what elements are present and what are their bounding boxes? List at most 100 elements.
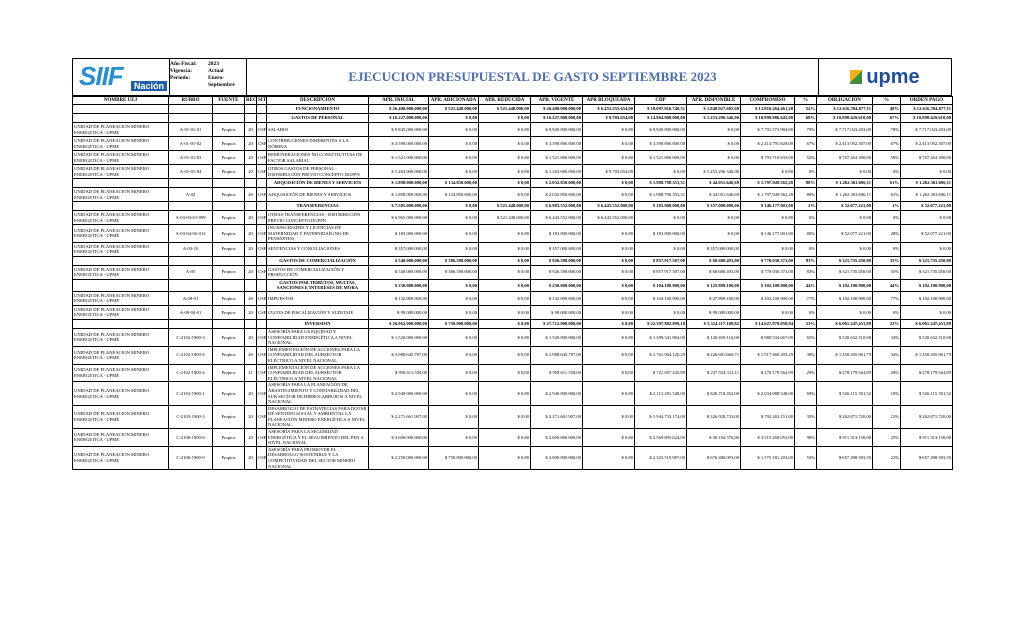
report-header: SIIF Nación Año Fiscal: 2023 Vigencia: Actua… xyxy=(72,58,952,96)
budget-table: NOMBRE UEJ RUBRO FUENTE REC SIT DESCRIPCION AP… xyxy=(72,96,953,471)
cell-rec: 20 xyxy=(244,327,257,347)
cell-amount: $ 326.928.733,00 xyxy=(686,404,741,430)
cell-amount: $ 321.735.450,00 xyxy=(816,264,873,280)
cell-amount: $ 14.964.000.000,00 xyxy=(634,113,687,123)
cell-rec: 20 xyxy=(244,304,257,320)
cell-amount: $ 0,00 xyxy=(900,304,953,320)
cell-amount: $ 911.313.158,00 xyxy=(900,428,953,447)
cell-amount: $ 0,00 xyxy=(582,381,635,406)
cell-amount: 0% xyxy=(794,304,817,320)
empty-cell xyxy=(244,255,257,266)
table-row: UNIDAD DE PLANEACION MINERO ENERGETICA -… xyxy=(72,290,953,306)
cell-rubro: C-2106-1900-9 xyxy=(168,445,213,471)
cell-uej: UNIDAD DE PLANEACION MINERO ENERGETICA -… xyxy=(72,304,169,320)
cell-amount: $ 10.999.986.645,00 xyxy=(740,113,795,123)
column-header: OBLIGACION xyxy=(816,96,873,105)
cell-amount: 28% xyxy=(872,224,901,243)
cell-amount: $ 3.000.000.000,00 xyxy=(530,445,583,471)
cell-amount: $ 357.000.000,00 xyxy=(530,241,583,257)
cell-amount: $ 1.253.296.346,00 xyxy=(686,164,741,179)
cell-amount: $ 0,00 xyxy=(582,224,635,243)
column-header: APR BLOQUEADA xyxy=(582,96,635,105)
cell-amount: $ 0,00 xyxy=(428,164,479,179)
cell-amount: $ 1.262.363.696,11 xyxy=(816,178,873,188)
table-row: UNIDAD DE PLANEACION MINERO ENERGETICA -… xyxy=(72,210,953,225)
cell-amount: $ 102.100.900,00 xyxy=(740,290,795,306)
cell-amount: $ 0,00 xyxy=(428,428,479,447)
cell-amount: 22% xyxy=(872,318,901,329)
empty-cell xyxy=(256,113,267,123)
cell-amount: $ 0,00 xyxy=(428,290,479,306)
cell-uej: UNIDAD DE PLANEACION MINERO ENERGETICA -… xyxy=(72,445,169,471)
cell-fuente: Propios xyxy=(212,327,245,347)
cell-description: CONTRIBUCIONES INHERENTES A LA NÓMINA xyxy=(266,136,369,151)
cell-amount: 83% xyxy=(794,264,817,280)
cell-amount: $ 7.717.023.203,00 xyxy=(900,122,953,137)
cell-amount: $ 102.100.900,00 xyxy=(740,278,795,292)
cell-amount: $ 0,00 xyxy=(478,363,531,383)
cell-sit: CSF xyxy=(256,224,267,243)
cell-amount: $ 0,00 xyxy=(686,122,741,137)
cell-amount: $ 1.988.798.353,31 xyxy=(634,187,687,202)
cell-amount: $ 3.569.895.624,00 xyxy=(634,428,687,447)
cell-fuente: Propios xyxy=(212,224,245,243)
cell-amount: 0% xyxy=(794,164,817,179)
cell-rubro: A-01-01-02 xyxy=(168,136,213,151)
cell-amount: $ 9.845.000.000,00 xyxy=(368,122,429,137)
cell-amount: $ 0,00 xyxy=(582,327,635,347)
cell-sit: CSF xyxy=(256,136,267,151)
cell-amount: 25% xyxy=(872,428,901,447)
cell-rubro: A-03-04-02-012 xyxy=(168,224,213,243)
cell-amount: $ 0,00 xyxy=(582,445,635,471)
cell-amount: $ 1.575.181.203,00 xyxy=(740,445,795,471)
cell-amount: $ 104.100.900,00 xyxy=(634,290,687,306)
cell-amount: $ 0,00 xyxy=(686,150,741,165)
cell-amount: $ 134.850.000,00 xyxy=(428,187,479,202)
cell-amount: $ 278.179.564,89 xyxy=(900,363,953,383)
cell-fuente: Propios xyxy=(212,404,245,430)
cell-amount: $ 6.443.552.000,00 xyxy=(582,210,635,225)
cell-rec: 21 xyxy=(244,363,257,383)
cell-amount: 53% xyxy=(794,445,817,471)
cell-amount: $ 1.358.205.861,79 xyxy=(900,345,953,365)
cell-amount: 18% xyxy=(872,381,901,406)
cell-amount: $ 926.598.000,00 xyxy=(530,255,583,266)
cell-amount: $ 1.898.000.000,00 xyxy=(368,187,429,202)
table-row: UNIDAD DE PLANEACION MINERO ENERGETICA -… xyxy=(72,428,953,447)
cell-uej: UNIDAD DE PLANEACION MINERO ENERGETICA -… xyxy=(72,428,169,447)
cell-rec: 20 xyxy=(244,381,257,406)
cell-amount: $ 102.100.900,00 xyxy=(900,278,953,292)
cell-amount: $ 2.413.952.307,00 xyxy=(816,136,873,151)
cell-amount: $ 0,00 xyxy=(428,201,479,211)
cell-rec: 20 xyxy=(244,428,257,447)
table-row: UNIDAD DE PLANEACION MINERO ENERGETICA -… xyxy=(72,136,953,151)
cell-fuente: Propios xyxy=(212,304,245,320)
cell-amount: $ 52.077.221,00 xyxy=(816,201,873,211)
cell-amount: $ 44.051.646,69 xyxy=(686,187,741,202)
table-row: GASTOS DE PERSONAL $ 16.227.000.000,00 $ 0… xyxy=(72,113,953,123)
cell-description: ADQUISICIÓN DE BIENES Y SERVICIOS xyxy=(266,187,369,202)
cell-amount: $ 6.443.552.000,00 xyxy=(530,210,583,225)
cell-amount: $ 12.616.704.877,11 xyxy=(900,104,953,114)
cell-amount: $ 18.097.816.740,31 xyxy=(634,104,687,114)
cell-amount: $ 0,00 xyxy=(478,327,531,347)
cell-amount: $ 321.735.450,00 xyxy=(900,264,953,280)
empty-cell xyxy=(168,278,213,292)
cell-amount: $ 183.000.000,00 xyxy=(634,224,687,243)
cell-amount: 77% xyxy=(794,290,817,306)
cell-amount: $ 826.718.452,00 xyxy=(686,381,741,406)
cell-uej: UNIDAD DE PLANEACION MINERO ENERGETICA -… xyxy=(72,136,169,151)
table-row: FUNCIONAMIENTO $ 26.400.000.000,00 $ 521.4… xyxy=(72,104,953,114)
cell-amount: $ 767.454.300,00 xyxy=(900,150,953,165)
cell-amount: $ 0,00 xyxy=(634,241,687,257)
cell-amount: $ 2.113.281.548,00 xyxy=(634,381,687,406)
cell-uej: UNIDAD DE PLANEACION MINERO ENERGETICA -… xyxy=(72,363,169,383)
cell-amount: $ 26.962.000.000,00 xyxy=(368,318,429,329)
cell-rubro: A-03-03-01-999 xyxy=(168,210,213,225)
cell-rubro: A-01-01-03 xyxy=(168,150,213,165)
cell-amount: $ 6.965.000.000,00 xyxy=(368,210,429,225)
cell-amount: 67% xyxy=(872,136,901,151)
cell-amount: $ 0,00 xyxy=(900,210,953,225)
cell-description: SALARIO xyxy=(266,122,369,137)
cell-amount: $ 1.520.000.000,00 xyxy=(368,327,429,347)
